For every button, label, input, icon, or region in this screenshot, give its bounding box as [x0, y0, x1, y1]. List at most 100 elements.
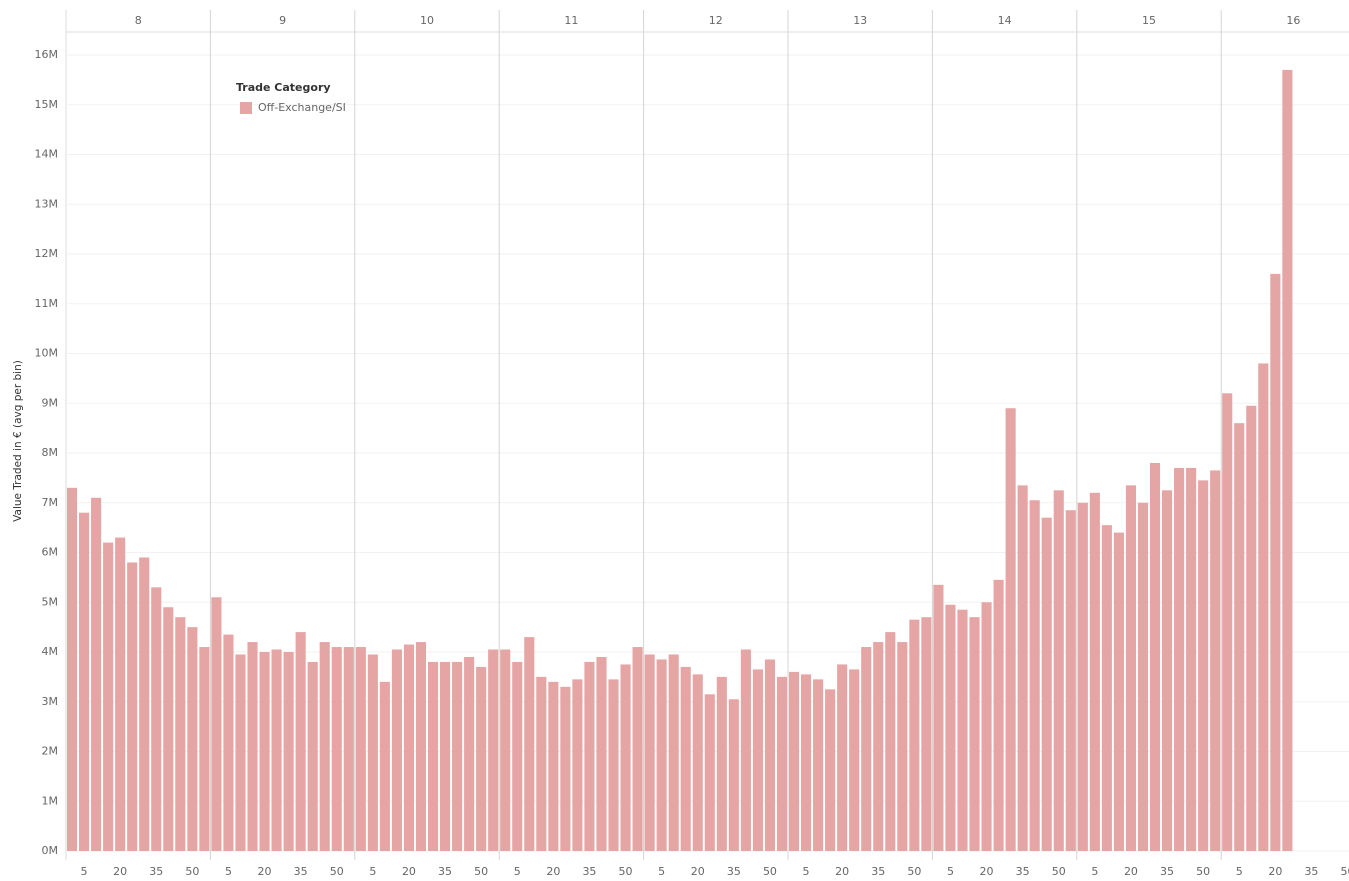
x-tick-label: 35 [1304, 865, 1318, 878]
bar [632, 647, 643, 851]
x-tick-label: 20 [1124, 865, 1138, 878]
x-tick-label: 35 [582, 865, 596, 878]
pane-label: 12 [709, 14, 723, 27]
bar [379, 681, 390, 851]
x-tick-label: 50 [763, 865, 777, 878]
bar [1041, 517, 1052, 851]
x-tick-label: 5 [369, 865, 376, 878]
bar [921, 617, 932, 851]
bar [560, 686, 571, 851]
bar [885, 632, 896, 851]
bar [452, 661, 463, 851]
bar [909, 619, 920, 851]
bar [271, 649, 282, 851]
bar [343, 647, 354, 851]
y-tick-label: 0M [42, 844, 59, 857]
x-tick-label: 20 [402, 865, 416, 878]
bar [1125, 485, 1137, 851]
bar [78, 512, 90, 851]
x-tick-label: 35 [149, 865, 163, 878]
bar [1065, 510, 1076, 851]
bar [283, 652, 294, 851]
y-tick-label: 12M [35, 247, 59, 260]
bar [776, 676, 788, 851]
pane-label: 13 [853, 14, 867, 27]
y-tick-label: 4M [42, 645, 59, 658]
y-tick-label: 16M [35, 48, 59, 61]
bar [788, 671, 800, 851]
bar [704, 694, 715, 851]
bar [584, 661, 595, 851]
bar [692, 674, 703, 851]
bar [403, 644, 415, 851]
x-tick-label: 20 [258, 865, 272, 878]
bar [139, 557, 150, 851]
x-tick-label: 5 [514, 865, 521, 878]
bar [199, 647, 210, 851]
x-tick-label: 5 [225, 865, 232, 878]
bar [319, 642, 330, 851]
bar [1198, 480, 1209, 851]
x-tick-label: 20 [1268, 865, 1282, 878]
x-tick-label: 20 [835, 865, 849, 878]
bar [825, 689, 836, 851]
y-tick-label: 5M [42, 595, 59, 608]
y-tick-label: 1M [42, 794, 59, 807]
bar [536, 676, 547, 851]
y-tick-label: 8M [42, 446, 59, 459]
bar [151, 587, 162, 851]
bar [476, 666, 487, 851]
x-tick-label: 35 [294, 865, 308, 878]
x-tick-label: 50 [1052, 865, 1066, 878]
x-tick-label: 5 [81, 865, 88, 878]
bar [235, 654, 246, 851]
x-tick-label: 50 [1341, 865, 1349, 878]
bar [259, 652, 270, 851]
bar [1017, 485, 1028, 851]
x-tick-label: 5 [947, 865, 954, 878]
x-tick-label: 50 [907, 865, 921, 878]
bar [668, 654, 679, 851]
bar [1089, 492, 1100, 851]
bar [307, 661, 318, 851]
bar [740, 649, 751, 851]
x-tick-label: 50 [330, 865, 344, 878]
x-tick-label: 50 [619, 865, 633, 878]
bar [957, 609, 968, 851]
x-tick-label: 5 [1091, 865, 1098, 878]
bar [91, 497, 102, 851]
bar [680, 666, 691, 851]
x-tick-label: 5 [658, 865, 665, 878]
x-tick-label: 50 [474, 865, 488, 878]
bar [391, 649, 402, 851]
y-tick-label: 3M [42, 695, 59, 708]
x-tick-label: 35 [727, 865, 741, 878]
bar [945, 604, 956, 851]
pane-label: 10 [420, 14, 434, 27]
legend-swatch [240, 102, 252, 114]
y-tick-label: 2M [42, 745, 59, 758]
x-tick-label: 5 [803, 865, 810, 878]
bar [331, 647, 342, 851]
bar [512, 661, 523, 851]
bar [837, 664, 848, 851]
bar [728, 699, 739, 851]
bar [861, 647, 872, 851]
bar [608, 679, 619, 851]
bar [752, 669, 763, 851]
bar [175, 617, 186, 851]
bar [367, 654, 378, 851]
bar [355, 647, 366, 851]
bar [656, 659, 667, 851]
bar [427, 661, 439, 851]
bar [488, 649, 499, 851]
bar [1270, 273, 1281, 851]
bar [1174, 467, 1185, 851]
bar [115, 537, 126, 851]
bar [500, 649, 511, 851]
bar [764, 659, 776, 851]
x-tick-label: 35 [871, 865, 885, 878]
bar [163, 607, 174, 851]
pane-label: 15 [1142, 14, 1156, 27]
